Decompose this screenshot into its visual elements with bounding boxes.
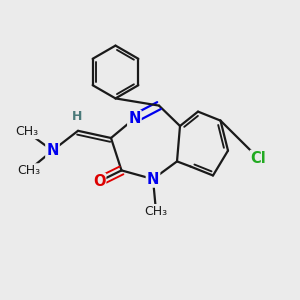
Text: CH₃: CH₃ (17, 164, 40, 177)
Text: N: N (147, 172, 159, 187)
Text: O: O (93, 174, 105, 189)
Text: N: N (46, 143, 59, 158)
Text: H: H (72, 110, 82, 123)
Text: CH₃: CH₃ (144, 205, 167, 218)
Text: CH₃: CH₃ (15, 125, 39, 139)
Text: N: N (128, 111, 141, 126)
Text: Cl: Cl (251, 151, 266, 166)
